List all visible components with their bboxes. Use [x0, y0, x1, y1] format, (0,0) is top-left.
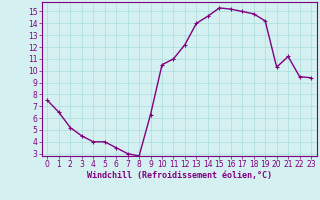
X-axis label: Windchill (Refroidissement éolien,°C): Windchill (Refroidissement éolien,°C) — [87, 171, 272, 180]
